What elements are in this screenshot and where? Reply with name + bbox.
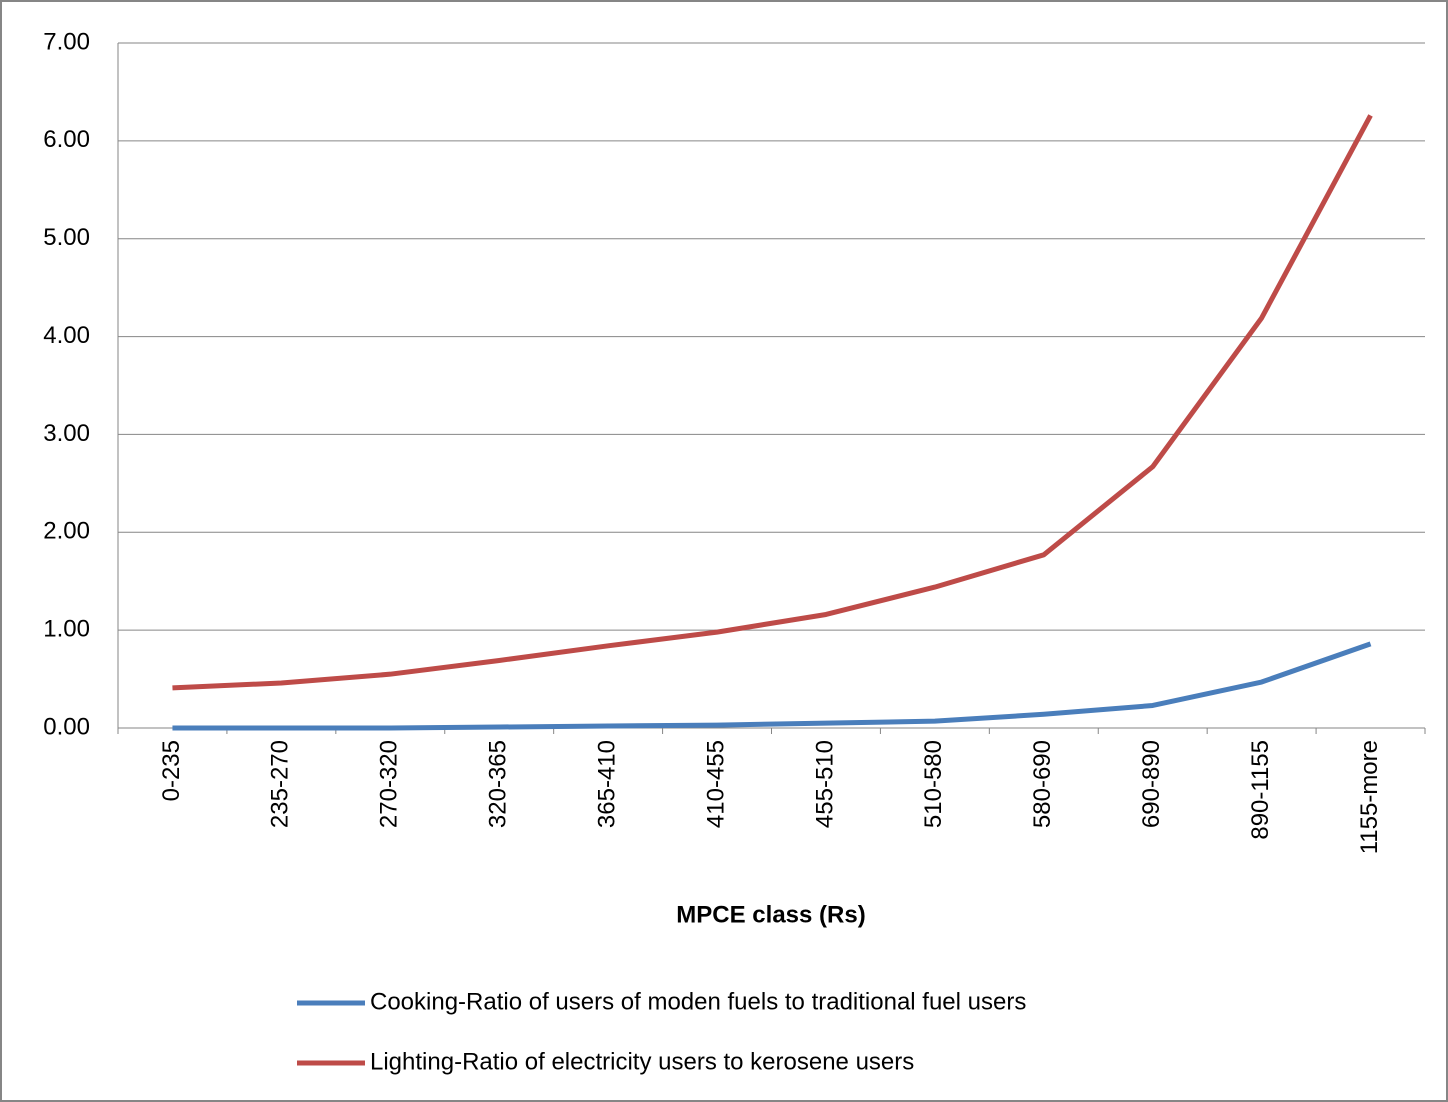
- y-tick-label: 3.00: [43, 420, 90, 447]
- y-tick-label: 2.00: [43, 518, 90, 545]
- x-axis-label: MPCE class (Rs): [676, 901, 865, 928]
- y-tick-label: 1.00: [43, 615, 90, 642]
- y-tick-label: 4.00: [43, 322, 90, 349]
- legend-label: Cooking-Ratio of users of moden fuels to…: [370, 988, 1026, 1015]
- x-tick-label: 320-365: [485, 740, 512, 828]
- legend-label: Lighting-Ratio of electricity users to k…: [370, 1048, 914, 1075]
- y-tick-label: 7.00: [43, 28, 90, 55]
- x-tick-label: 0-235: [158, 740, 185, 801]
- x-tick-label: 510-580: [920, 740, 947, 828]
- y-tick-label: 6.00: [43, 126, 90, 153]
- x-tick-label: 690-890: [1138, 740, 1165, 828]
- x-tick-label: 455-510: [811, 740, 838, 828]
- series-line: [172, 641, 1372, 731]
- series-line: [172, 114, 1373, 691]
- y-tick-label: 0.00: [43, 713, 90, 740]
- x-tick-label: 1155-more: [1356, 740, 1383, 854]
- x-tick-label: 580-690: [1029, 740, 1056, 828]
- x-tick-label: 365-410: [593, 740, 620, 828]
- x-tick-label: 890-1155: [1247, 740, 1274, 840]
- x-tick-label: 410-455: [702, 740, 729, 828]
- x-tick-label: 270-320: [376, 740, 403, 828]
- y-tick-label: 5.00: [43, 224, 90, 251]
- x-tick-label: 235-270: [267, 740, 294, 828]
